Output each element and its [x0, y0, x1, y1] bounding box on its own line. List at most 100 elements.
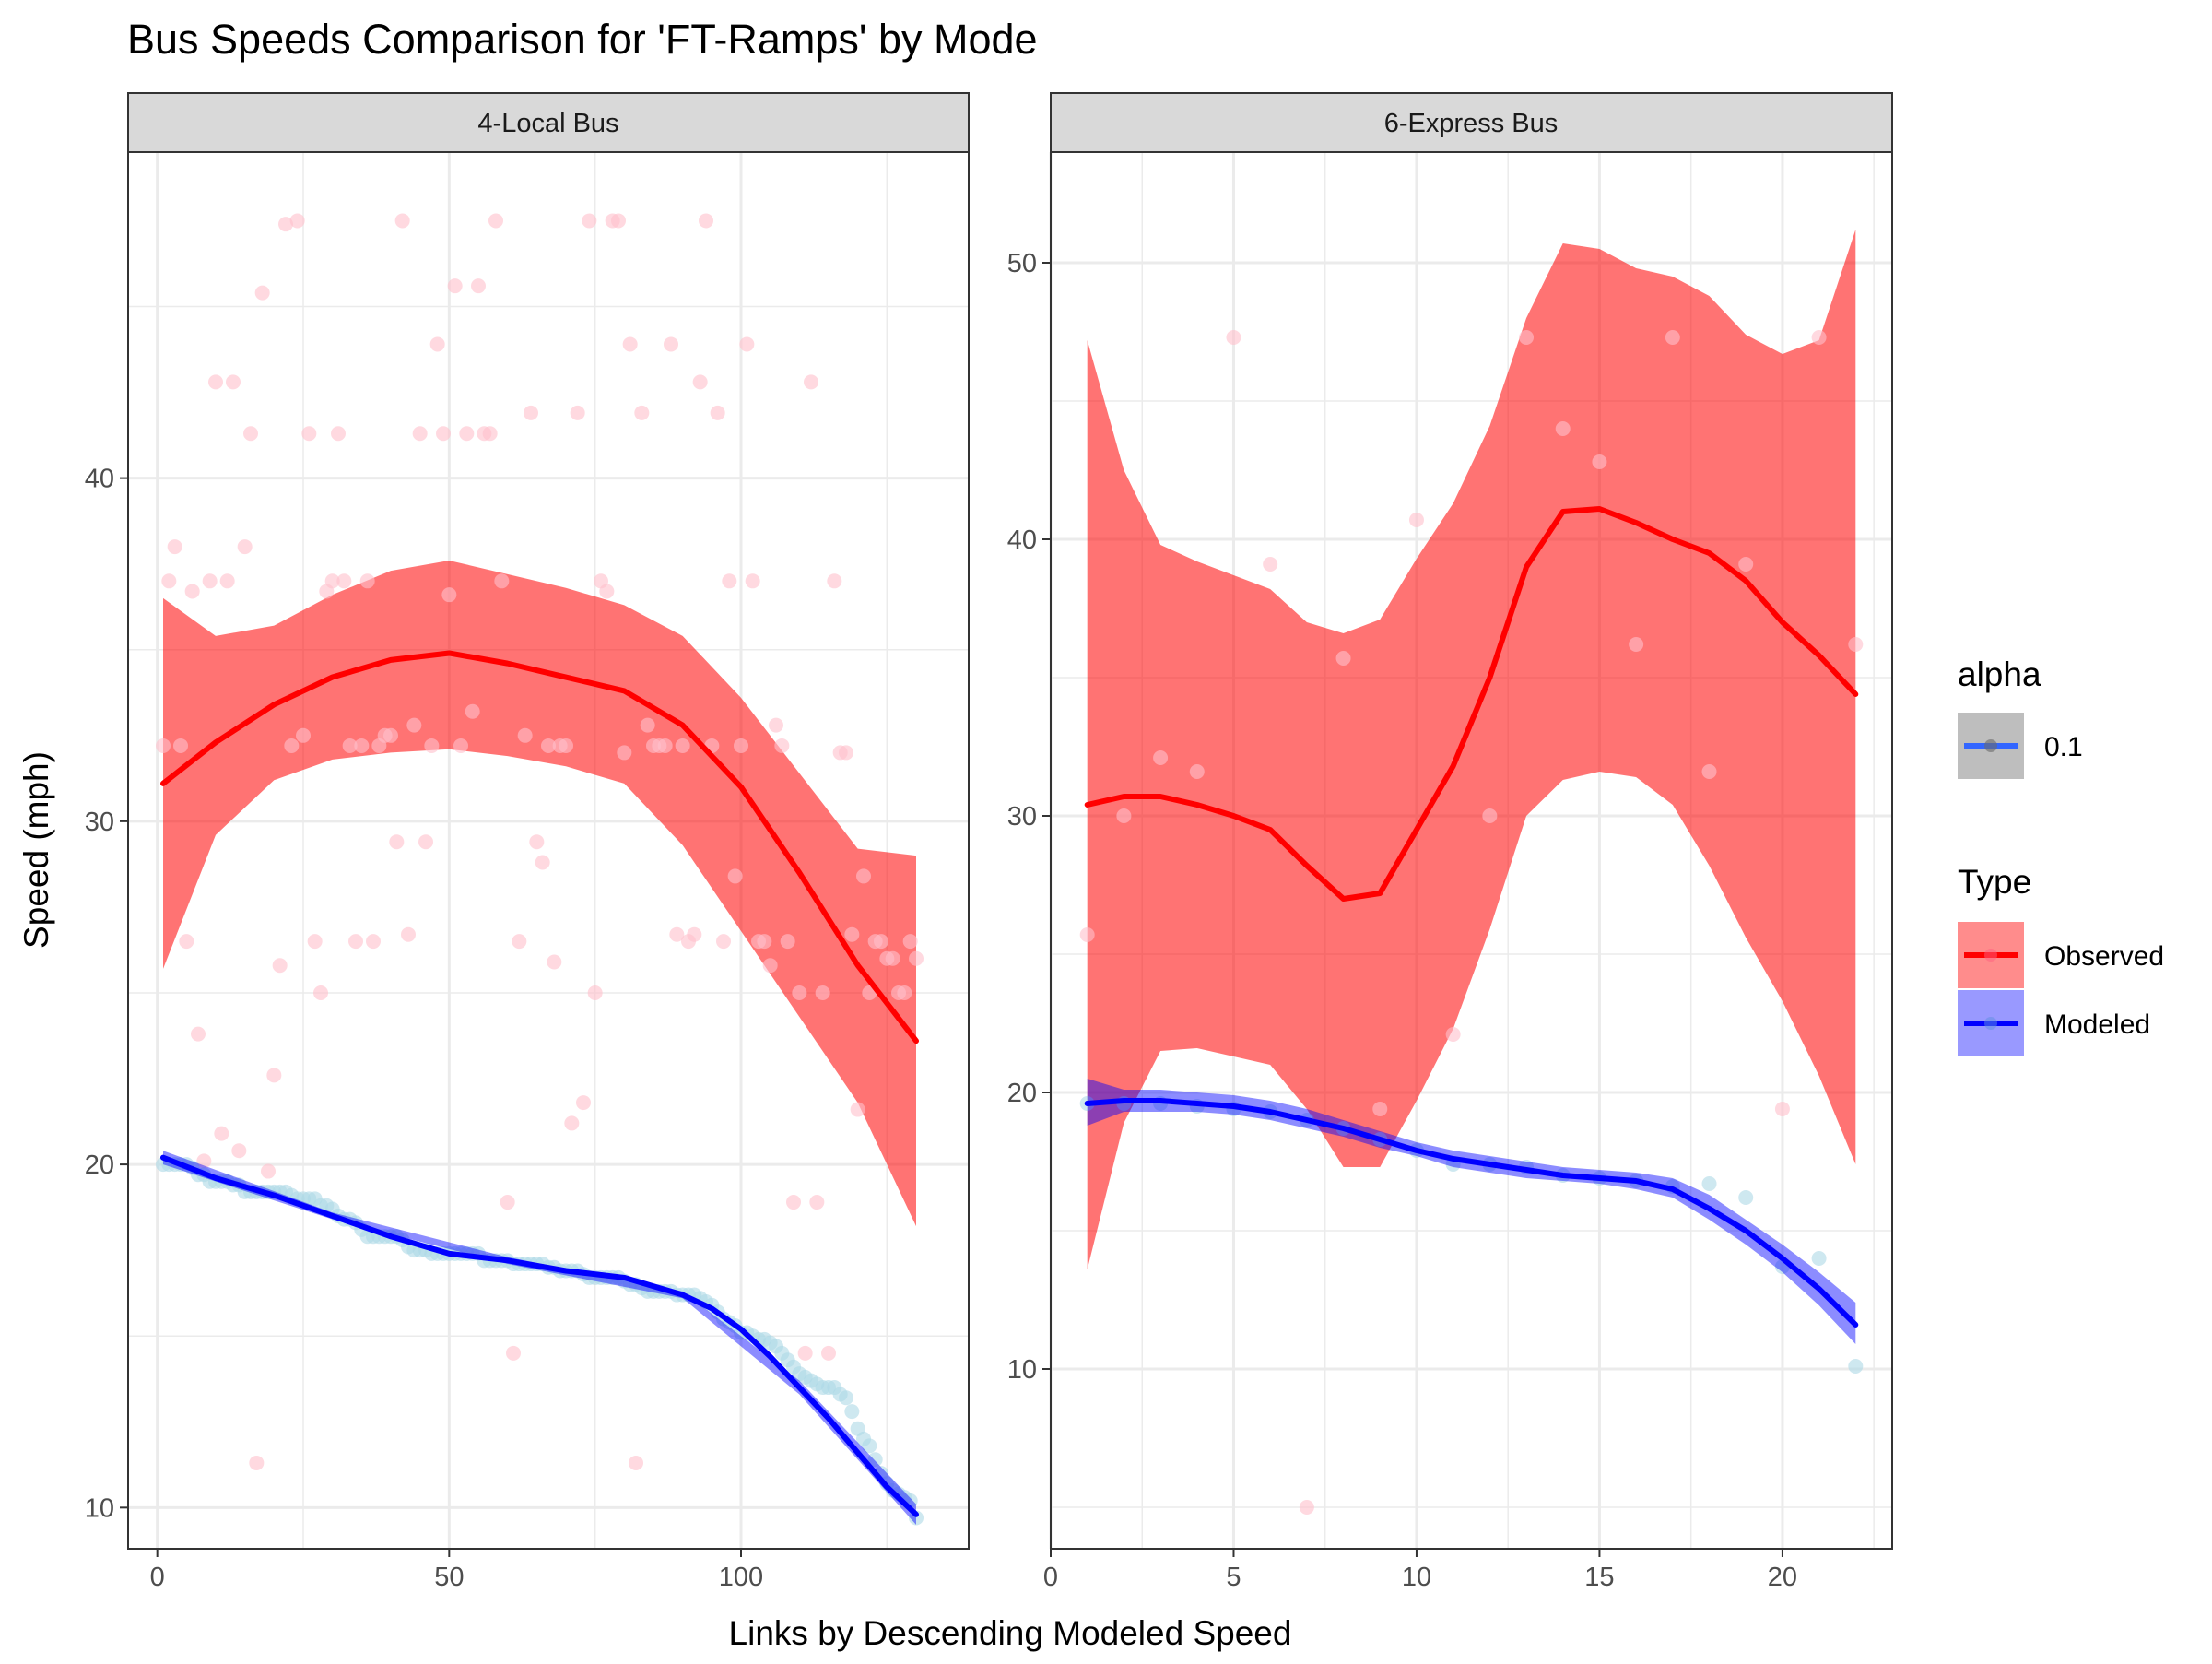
observed-point: [815, 985, 830, 1000]
observed-point: [582, 213, 597, 229]
observed-point: [780, 934, 795, 950]
observed-point: [179, 934, 194, 950]
observed-point: [226, 374, 241, 390]
observed-point: [465, 703, 480, 719]
observed-point: [296, 727, 311, 743]
x-tick-label: 10: [1402, 1563, 1431, 1592]
y-tick-label: 20: [1007, 1079, 1037, 1108]
observed-point: [1408, 513, 1424, 527]
y-tick-label: 30: [85, 808, 114, 837]
observed-point: [757, 934, 772, 950]
observed-point: [1263, 557, 1278, 572]
observed-point: [447, 278, 463, 294]
observed-point: [1629, 637, 1644, 652]
observed-point: [506, 1345, 521, 1361]
y-tick-label: 10: [1007, 1355, 1037, 1385]
observed-point: [331, 426, 346, 442]
observed-point: [839, 745, 853, 761]
observed-point: [874, 934, 888, 950]
observed-point: [196, 1153, 212, 1169]
observed-point: [699, 213, 713, 229]
modeled-confidence-band: [163, 1151, 916, 1525]
observed-point: [202, 573, 218, 589]
modeled-point: [862, 1438, 877, 1454]
observed-point: [669, 926, 685, 942]
axis-ticks-local-bus: 0 50 100 10 20 30 40: [85, 465, 763, 1592]
observed-point: [1738, 557, 1754, 572]
observed-point: [640, 717, 655, 733]
modeled-point: [844, 1404, 860, 1420]
observed-ribbon-express-bus: [1087, 230, 1856, 1269]
modeled-ribbon-local-bus: [163, 1151, 916, 1525]
observed-ribbon-local-bus: [163, 560, 916, 1227]
observed-point: [494, 573, 510, 589]
modeled-point: [839, 1390, 853, 1406]
x-axis-title: Links by Descending Modeled Speed: [729, 1614, 1292, 1652]
y-tick-label: 50: [1007, 249, 1037, 278]
observed-point: [1665, 330, 1680, 345]
observed-point: [657, 738, 673, 753]
modeled-point: [1848, 1359, 1864, 1374]
observed-point: [739, 336, 755, 352]
observed-point: [436, 426, 451, 442]
x-tick-label: 15: [1584, 1563, 1614, 1592]
observed-point: [1189, 764, 1205, 779]
observed-point: [885, 950, 900, 966]
observed-point: [675, 738, 690, 753]
y-tick-label: 30: [1007, 802, 1037, 832]
x-tick-label: 50: [434, 1563, 464, 1592]
observed-point: [897, 985, 912, 1000]
observed-point: [1079, 927, 1095, 942]
legend-key-observed-point: [1984, 949, 1997, 962]
observed-point: [482, 426, 498, 442]
panel-strip-label-express-bus: 6-Express Bus: [1384, 109, 1559, 138]
observed-point: [529, 834, 545, 850]
observed-point: [587, 985, 603, 1000]
observed-point: [1335, 651, 1351, 666]
observed-point: [324, 573, 340, 589]
panel-express-bus: 6-Express Bus 0 5 10 15 20 10 20 30 40 50: [1007, 92, 1893, 1592]
observed-point: [570, 405, 585, 420]
observed-point: [219, 573, 235, 589]
y-tick-label: 20: [85, 1151, 114, 1180]
y-tick-label: 10: [85, 1493, 114, 1523]
modeled-smooth-line: [160, 1154, 919, 1517]
panel-strip-label-local-bus: 4-Local Bus: [477, 109, 618, 138]
observed-point: [692, 374, 708, 390]
observed-point: [559, 738, 573, 753]
modeled-ribbon-express-bus: [1087, 1079, 1856, 1344]
observed-point: [424, 738, 440, 753]
observed-point: [687, 926, 702, 942]
observed-point: [243, 426, 258, 442]
observed-point: [1299, 1500, 1314, 1515]
x-tick-label: 100: [719, 1563, 763, 1592]
observed-point: [547, 954, 562, 970]
smooth-lines-local-bus: [160, 650, 919, 1517]
chart-title: Bus Speeds Comparison for 'FT-Ramps' by …: [127, 16, 1038, 63]
observed-point: [1519, 330, 1535, 345]
observed-point: [1116, 808, 1132, 823]
legend-type-title: Type: [1958, 863, 2031, 901]
observed-point: [797, 1345, 813, 1361]
observed-point: [354, 738, 370, 753]
observed-point: [722, 573, 737, 589]
observed-point: [406, 717, 422, 733]
observed-point: [301, 426, 317, 442]
y-tick-label: 40: [85, 465, 114, 494]
y-axis-title: Speed (mph): [18, 751, 55, 949]
observed-point: [1555, 421, 1571, 436]
observed-point: [599, 584, 615, 599]
observed-point: [231, 1143, 247, 1159]
observed-point: [488, 213, 503, 229]
observed-points-local-bus: [156, 213, 924, 1470]
observed-point: [769, 717, 783, 733]
x-tick-label: 5: [1226, 1563, 1241, 1592]
observed-point: [161, 573, 177, 589]
observed-smooth-line: [160, 650, 919, 1044]
observed-point: [272, 958, 288, 974]
observed-point: [313, 985, 328, 1000]
observed-point: [710, 405, 725, 420]
observed-point: [535, 855, 550, 870]
